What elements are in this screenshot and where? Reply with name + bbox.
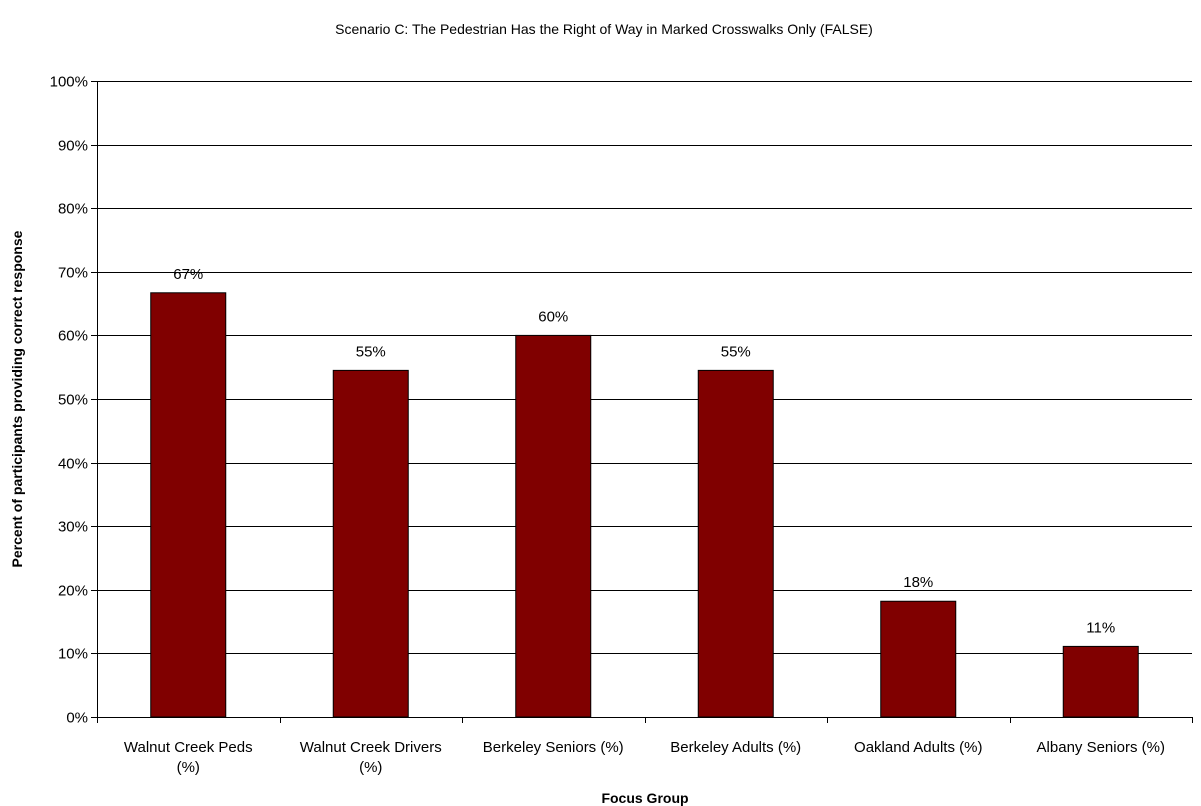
- x-tick-label: Walnut Creek Peds: [124, 739, 253, 756]
- x-tick-label: Walnut Creek Drivers: [300, 739, 442, 756]
- y-tick-label: 30%: [58, 519, 88, 536]
- y-tick-label: 100%: [50, 74, 88, 91]
- x-axis-title: Focus Group: [601, 790, 688, 806]
- x-tick-label: Berkeley Seniors (%): [483, 739, 624, 756]
- y-tick-label: 10%: [58, 646, 88, 663]
- data-label: 55%: [356, 343, 386, 360]
- data-label: 67%: [173, 266, 203, 283]
- chart-title: Scenario C: The Pedestrian Has the Right…: [335, 21, 873, 37]
- y-tick-label: 50%: [58, 392, 88, 409]
- y-tick-label: 0%: [66, 710, 88, 727]
- x-tick-labels: Walnut Creek Peds (%) Walnut Creek Drivers…: [124, 739, 1165, 776]
- data-label: 18%: [903, 574, 933, 591]
- y-tick-label: 60%: [58, 328, 88, 345]
- y-tick-label: 20%: [58, 583, 88, 600]
- y-tick-label: 90%: [58, 138, 88, 155]
- y-tick-label: 80%: [58, 201, 88, 218]
- axes: [91, 81, 1193, 723]
- bar: [1062, 645, 1139, 718]
- bar: [880, 600, 957, 718]
- bars: [150, 292, 1139, 718]
- data-label: 11%: [1086, 619, 1115, 636]
- x-tick-label: (%): [359, 759, 382, 776]
- x-tick-label: Albany Seniors (%): [1037, 739, 1165, 756]
- x-tick-label: Oakland Adults (%): [854, 739, 982, 756]
- data-label: 55%: [721, 343, 751, 360]
- data-labels: 67% 55% 60% 55% 18% 11%: [173, 266, 1115, 637]
- bar: [515, 334, 592, 718]
- x-tick-label: Berkeley Adults (%): [670, 739, 801, 756]
- bar: [697, 369, 774, 718]
- bar: [332, 369, 409, 718]
- y-tick-label: 40%: [58, 456, 88, 473]
- y-axis-title: Percent of participants providing correc…: [9, 230, 25, 567]
- gridlines: [97, 81, 1192, 654]
- bar: [150, 292, 227, 718]
- x-tick-label: (%): [177, 759, 200, 776]
- data-label: 60%: [538, 308, 568, 325]
- y-tick-labels: 0% 10% 20% 30% 40% 50% 60% 70% 80% 90% 100%: [50, 74, 88, 727]
- y-tick-label: 70%: [58, 265, 88, 282]
